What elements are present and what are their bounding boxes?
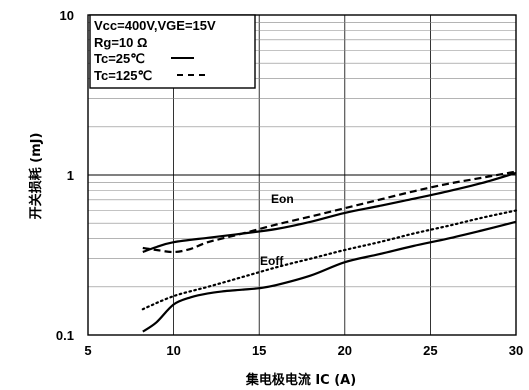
tick-labels: 5 10 15 20 25 30 0.1 1 10 (56, 8, 523, 358)
legend-line-rg: Rg=10 Ω (94, 35, 147, 50)
series-line-eoff-dotted (141, 209, 518, 311)
series-line-eon-dashed (142, 170, 517, 254)
series-label-eon: Eon (271, 192, 294, 206)
series-curves (141, 170, 518, 333)
series-line-eoff-solid (142, 220, 517, 333)
x-tick-label: 5 (84, 343, 91, 358)
x-tick-label: 10 (166, 343, 180, 358)
series-label-eoff: Eoff (260, 254, 284, 268)
y-tick-label: 10 (60, 8, 74, 23)
plot-frame (87, 14, 517, 336)
y-axis-title: 开关损耗 (mJ) (28, 133, 44, 220)
y-tick-label: 0.1 (56, 328, 74, 343)
legend-line-conditions: Vcc=400V,VGE=15V (94, 18, 216, 33)
legend: Vcc=400V,VGE=15V Rg=10 Ω Tc=25℃ Tc=125℃ (89, 14, 256, 89)
legend-line-tc125: Tc=125℃ (94, 68, 152, 83)
x-tick-label: 30 (509, 343, 523, 358)
y-tick-label: 1 (67, 168, 74, 183)
legend-line-tc25: Tc=25℃ (94, 51, 145, 66)
x-tick-label: 25 (423, 343, 437, 358)
x-tick-label: 20 (338, 343, 352, 358)
x-tick-label: 15 (252, 343, 266, 358)
x-axis-title: 集电极电流 IC (A) (245, 372, 356, 388)
series-line-eon-solid (142, 171, 517, 254)
legend-box (89, 14, 256, 89)
grid (88, 15, 516, 335)
